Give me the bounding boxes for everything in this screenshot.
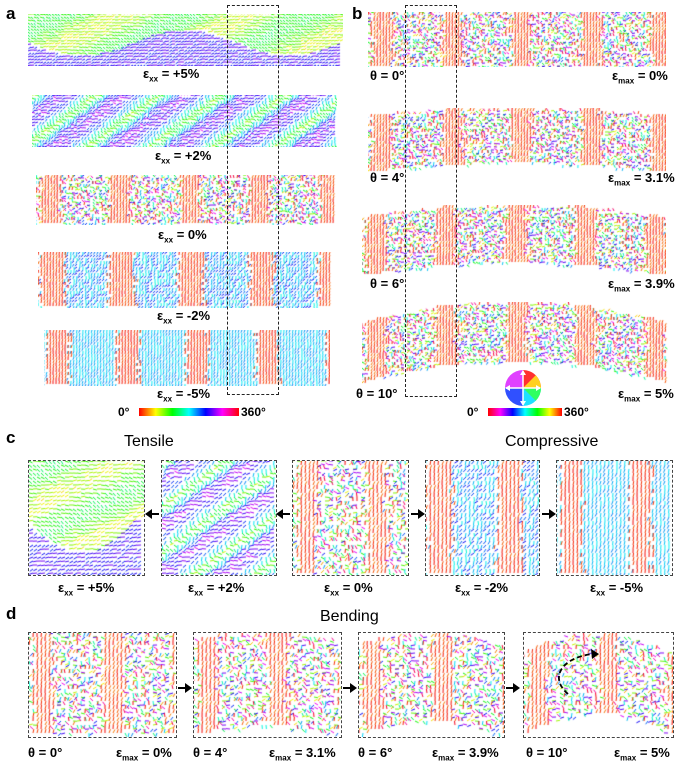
theta-label-b-1: θ = 4° xyxy=(370,170,405,185)
strain-map-a-0 xyxy=(28,14,343,66)
strain-map-a-2 xyxy=(36,175,336,225)
theta-label-b-3: θ = 10° xyxy=(356,386,398,401)
rotation-arrow-icon xyxy=(558,649,599,695)
compressive-title: Compressive xyxy=(505,433,599,450)
selection-box-b xyxy=(405,5,457,397)
bending-tile-d-1 xyxy=(193,632,342,738)
strain-label-a-4: εxx = -5% xyxy=(157,386,211,404)
bending-map-b-2 xyxy=(362,205,666,277)
colorbar-b-min-label: 0° xyxy=(467,405,479,419)
tensile-title: Tensile xyxy=(124,433,174,450)
theta-label-d-2: θ = 6° xyxy=(358,745,393,760)
arrow-left-icon xyxy=(276,509,290,519)
strain-map-a-3 xyxy=(38,252,332,308)
colorbar-a-max-label: 360° xyxy=(241,405,266,419)
emax-label-d-1: εmax = 3.1% xyxy=(269,745,336,763)
emax-label-b-0: εmax = 0% xyxy=(612,68,668,86)
bending-tile-d-0 xyxy=(28,632,177,738)
strain-tile-c-3 xyxy=(425,460,540,576)
strain-tile-c-1 xyxy=(161,460,277,576)
orientation-colorwheel-icon xyxy=(505,370,541,406)
theta-label-b-0: θ = 0° xyxy=(370,68,405,83)
colorbar-b xyxy=(488,408,562,416)
emax-label-d-2: εmax = 3.9% xyxy=(432,745,499,763)
strain-map-a-4 xyxy=(44,330,330,386)
selection-box-a xyxy=(227,5,279,395)
strain-label-c-3: εxx = -2% xyxy=(455,580,509,598)
bending-tile-d-3 xyxy=(523,632,674,738)
bending-map-b-0 xyxy=(368,12,666,67)
theta-label-d-0: θ = 0° xyxy=(28,745,63,760)
strain-label-a-0: εxx = +5% xyxy=(143,66,200,84)
bending-map-b-3 xyxy=(362,302,668,384)
arrow-right-icon xyxy=(506,683,520,693)
arrow-left-icon xyxy=(145,509,159,519)
strain-map-a-1 xyxy=(32,95,337,147)
strain-label-c-4: εxx = -5% xyxy=(590,580,644,598)
panel-b-letter: b xyxy=(352,4,363,23)
bending-tile-d-2 xyxy=(358,632,505,738)
strain-tile-c-4 xyxy=(556,460,673,576)
arrow-right-icon xyxy=(343,683,357,693)
bending-map-b-1 xyxy=(368,108,666,173)
theta-label-d-3: θ = 10° xyxy=(526,745,568,760)
emax-label-b-3: εmax = 5% xyxy=(618,386,674,404)
arrow-right-icon xyxy=(178,683,192,693)
colorbar-b-max-label: 360° xyxy=(564,405,589,419)
bending-title: Bending xyxy=(320,608,379,625)
panel-d-letter: d xyxy=(6,604,17,623)
theta-label-d-1: θ = 4° xyxy=(193,745,228,760)
colorbar-a xyxy=(139,408,239,416)
arrow-right-icon xyxy=(542,509,556,519)
emax-label-b-1: εmax = 3.1% xyxy=(608,170,675,188)
strain-label-a-1: εxx = +2% xyxy=(155,148,212,166)
emax-label-b-2: εmax = 3.9% xyxy=(608,276,675,294)
strain-tile-c-0 xyxy=(28,460,145,576)
emax-label-d-0: εmax = 0% xyxy=(116,745,172,763)
panel-a-letter: a xyxy=(6,4,16,23)
panel-c-letter: c xyxy=(6,428,16,447)
theta-label-b-2: θ = 6° xyxy=(370,276,405,291)
strain-label-c-1: εxx = +2% xyxy=(188,580,245,598)
strain-label-c-2: εxx = 0% xyxy=(324,580,373,598)
colorbar-a-min-label: 0° xyxy=(118,405,130,419)
emax-label-d-3: εmax = 5% xyxy=(614,745,670,763)
arrow-right-icon xyxy=(411,509,425,519)
strain-tile-c-2 xyxy=(292,460,409,576)
strain-label-a-3: εxx = -2% xyxy=(157,308,211,326)
strain-label-c-0: εxx = +5% xyxy=(58,580,115,598)
strain-label-a-2: εxx = 0% xyxy=(158,227,207,245)
